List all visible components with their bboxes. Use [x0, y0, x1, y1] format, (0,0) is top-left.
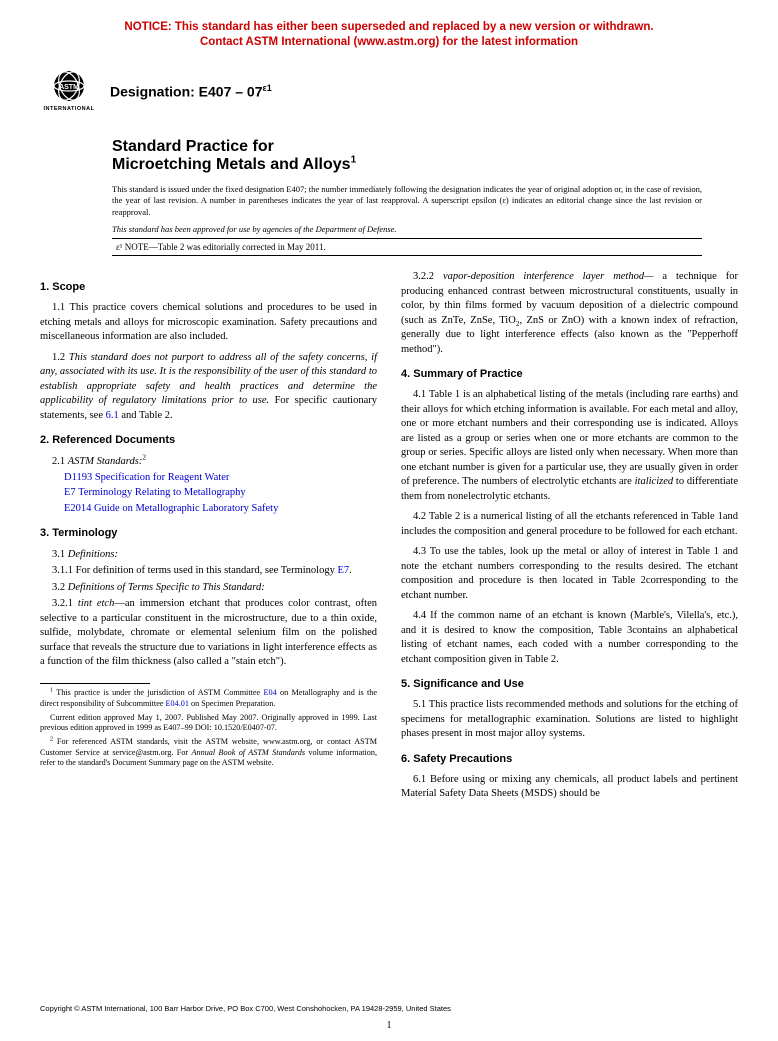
designation-text: Designation: E407 – 07: [110, 83, 263, 99]
copyright-line: Copyright © ASTM International, 100 Barr…: [40, 1004, 451, 1013]
para-6-1: 6.1 Before using or mixing any chemicals…: [401, 773, 738, 802]
para-1-2-a: 1.2: [52, 352, 69, 363]
title-line1: Standard Practice for: [112, 138, 738, 156]
designation-label: Designation: E407 – 07ε1: [110, 83, 272, 100]
designation-epsilon: ε1: [263, 83, 272, 93]
para-5-1: 5.1 This practice lists recommended meth…: [401, 698, 738, 741]
link-e7-text[interactable]: Terminology Relating to Metallography: [76, 487, 246, 498]
notice-line1: NOTICE: This standard has either been su…: [124, 21, 653, 33]
para-4-1: 4.1 Table 1 is an alphabetical listing o…: [401, 388, 738, 504]
para-3-2-2-num: 3.2.2: [413, 271, 443, 282]
link-e04-01[interactable]: E04.01: [166, 699, 189, 708]
link-e04[interactable]: E04: [263, 688, 276, 697]
footnote-1: 1 This practice is under the jurisdictio…: [40, 688, 377, 709]
para-1-1: 1.1 This practice covers chemical soluti…: [40, 301, 377, 344]
para-3-2-label: 3.2: [52, 582, 68, 593]
footnote-2-ref: 2: [142, 452, 146, 461]
header-row: ASTM INTERNATIONAL Designation: E407 – 0…: [40, 68, 738, 114]
footnote-rule: [40, 683, 150, 684]
title-line1-prefix: Standard Practice for: [112, 138, 274, 155]
para-4-1-a: 4.1 Table 1 is an alphabetical listing o…: [401, 389, 738, 487]
link-6-1[interactable]: 6.1: [106, 410, 119, 421]
link-e7-inline[interactable]: E7: [337, 565, 349, 576]
right-column: 3.2.2 vapor-deposition interference laye…: [401, 270, 738, 808]
fn2-italic: Annual Book of ASTM Standards: [192, 748, 306, 757]
link-e2014[interactable]: E2014: [64, 503, 91, 514]
footnote-1-edition: Current edition approved May 1, 2007. Pu…: [40, 713, 377, 734]
section-2-head: 2. Referenced Documents: [40, 433, 377, 448]
para-2-1-label: 2.1: [52, 456, 68, 467]
page-number: 1: [387, 1020, 392, 1031]
para-2-1: 2.1 ASTM Standards:2: [40, 455, 377, 469]
astm-logo: ASTM INTERNATIONAL: [40, 68, 98, 114]
section-6-head: 6. Safety Precautions: [401, 752, 738, 767]
para-1-2-d: and Table 2.: [119, 410, 173, 421]
term-tint-etch: tint etch: [78, 598, 114, 609]
issuance-note: This standard is issued under the fixed …: [112, 184, 738, 218]
title-footnote-ref: 1: [351, 155, 357, 166]
reference-list: D1193 Specification for Reagent Water E7…: [64, 471, 377, 516]
para-3-2-2: 3.2.2 vapor-deposition interference laye…: [401, 270, 738, 357]
body-columns: 1. Scope 1.1 This practice covers chemic…: [40, 270, 738, 808]
section-5-head: 5. Significance and Use: [401, 677, 738, 692]
para-3-1-label: 3.1: [52, 549, 68, 560]
standard-title: Standard Practice for Microetching Metal…: [112, 138, 738, 174]
term-vapor-deposition: vapor-deposition interference layer meth…: [443, 271, 654, 282]
para-4-3: 4.3 To use the tables, look up the metal…: [401, 545, 738, 603]
title-line2: Microetching Metals and Alloys1: [112, 156, 738, 174]
epsilon-text: Table 2 was editorially corrected in May…: [158, 242, 326, 252]
epsilon-note-box: ε¹ NOTE—Table 2 was editorially correcte…: [112, 238, 702, 256]
ref-e2014: E2014 Guide on Metallographic Laboratory…: [76, 502, 377, 516]
fn1-a: This practice is under the jurisdiction …: [56, 688, 263, 697]
para-3-1-1: 3.1.1 For definition of terms used in th…: [40, 564, 377, 578]
ref-e7: E7 Terminology Relating to Metallography: [76, 486, 377, 500]
withdrawal-notice: NOTICE: This standard has either been su…: [40, 20, 738, 50]
para-1-2: 1.2 This standard does not purport to ad…: [40, 351, 377, 423]
footnotes: 1 This practice is under the jurisdictio…: [40, 688, 377, 769]
notice-line2: Contact ASTM International (www.astm.org…: [200, 36, 578, 48]
para-3-1-1-text: 3.1.1 For definition of terms used in th…: [52, 565, 337, 576]
dod-approval-note: This standard has been approved for use …: [112, 224, 738, 234]
title-line2-text: Microetching Metals and Alloys: [112, 156, 351, 173]
epsilon-prefix: ε¹ NOTE—: [116, 242, 158, 252]
para-3-1-italic: Definitions:: [68, 549, 118, 560]
para-3-1-1-end: .: [349, 565, 352, 576]
link-d1193-text[interactable]: Specification for Reagent Water: [92, 472, 229, 483]
section-3-head: 3. Terminology: [40, 526, 377, 541]
section-1-head: 1. Scope: [40, 280, 377, 295]
section-4-head: 4. Summary of Practice: [401, 367, 738, 382]
para-4-1-italic: italicized: [635, 476, 674, 487]
para-4-4: 4.4 If the common name of an etchant is …: [401, 609, 738, 667]
link-e2014-text[interactable]: Guide on Metallographic Laboratory Safet…: [91, 503, 278, 514]
footnote-2: 2 For referenced ASTM standards, visit t…: [40, 737, 377, 769]
para-3-1: 3.1 Definitions:: [40, 548, 377, 562]
svg-text:INTERNATIONAL: INTERNATIONAL: [43, 106, 94, 112]
para-3-2: 3.2 Definitions of Terms Specific to Thi…: [40, 581, 377, 595]
link-e7[interactable]: E7: [64, 487, 76, 498]
fn1-c: on Specimen Preparation.: [189, 699, 275, 708]
para-3-2-italic: Definitions of Terms Specific to This St…: [68, 582, 265, 593]
para-2-1-italic: ASTM Standards:: [68, 456, 143, 467]
para-4-2: 4.2 Table 2 is a numerical listing of al…: [401, 510, 738, 539]
svg-text:ASTM: ASTM: [59, 84, 79, 91]
left-column: 1. Scope 1.1 This practice covers chemic…: [40, 270, 377, 808]
para-3-2-1: 3.2.1 tint etch—an immersion etchant tha…: [40, 597, 377, 669]
ref-d1193: D1193 Specification for Reagent Water: [76, 471, 377, 485]
link-d1193[interactable]: D1193: [64, 472, 92, 483]
